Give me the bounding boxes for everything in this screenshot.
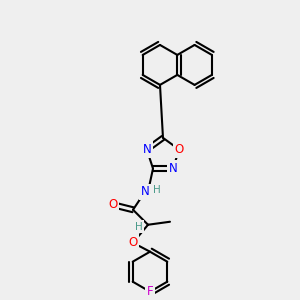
Text: F: F bbox=[147, 285, 153, 298]
Text: N: N bbox=[142, 143, 151, 156]
Text: N: N bbox=[141, 185, 149, 198]
Text: H: H bbox=[153, 185, 161, 195]
Text: N: N bbox=[169, 162, 177, 175]
Text: O: O bbox=[175, 143, 184, 156]
Text: H: H bbox=[135, 222, 143, 232]
Text: O: O bbox=[108, 198, 118, 211]
Text: O: O bbox=[128, 236, 138, 249]
